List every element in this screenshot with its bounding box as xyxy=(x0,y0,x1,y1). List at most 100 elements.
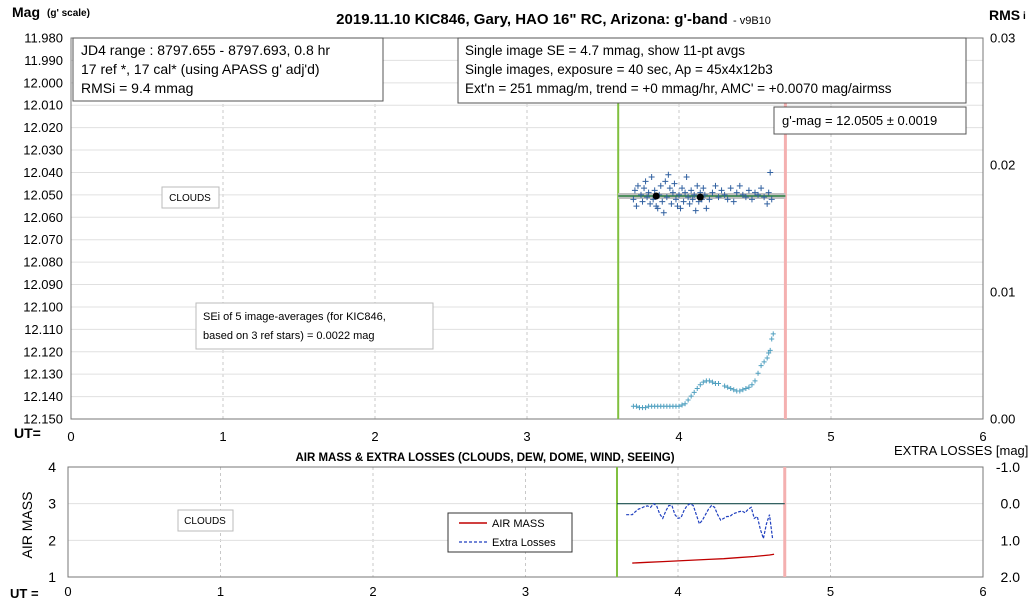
info-box-2-line-1: Single image SE = 4.7 mmag, show 11-pt a… xyxy=(465,43,745,58)
rms-point xyxy=(761,359,767,365)
y-tick-label: 12.080 xyxy=(23,255,63,270)
x-tick-label: 5 xyxy=(827,429,834,444)
gmag-box xyxy=(773,106,967,135)
rms-point xyxy=(691,389,697,395)
individual-point xyxy=(739,191,746,198)
rms-point xyxy=(758,363,764,369)
individual-point xyxy=(651,187,658,194)
clouds-label-top: CLOUDS xyxy=(169,193,211,204)
y-tick-label: 12.030 xyxy=(23,143,63,158)
individual-point xyxy=(638,191,644,198)
top-plot-data xyxy=(617,38,787,419)
y-tick-label: 12.090 xyxy=(23,277,63,292)
individual-point xyxy=(694,182,701,189)
y2-tick-label: 0.00 xyxy=(990,412,1015,427)
extra-losses-line xyxy=(626,502,774,541)
x-axis-label-top: UT= xyxy=(14,425,41,441)
individual-point xyxy=(639,198,646,205)
bottom-y-tick-label: 1 xyxy=(48,569,56,585)
individual-point xyxy=(644,194,651,201)
info-box-1-line-2: 17 ref *, 17 cal* (using APASS g' adj'd) xyxy=(81,61,320,77)
x-tick-label: 4 xyxy=(675,429,682,444)
individual-point xyxy=(682,189,689,196)
y-tick-label: 12.020 xyxy=(23,120,63,135)
rms-point xyxy=(770,331,776,337)
x-tick-label: 0 xyxy=(67,429,74,444)
individual-point xyxy=(642,178,649,185)
bottom-y-label: AIR MASS xyxy=(19,492,35,559)
individual-point xyxy=(631,187,638,194)
individual-point xyxy=(659,198,666,205)
rms-point xyxy=(766,350,772,356)
bottom-y2-tick-label: 0.0 xyxy=(1001,496,1021,512)
individual-point xyxy=(688,187,695,194)
individual-point xyxy=(736,182,743,189)
x-axis-label-bottom: UT = xyxy=(10,586,39,601)
rms-point xyxy=(743,386,749,392)
rms-point xyxy=(740,387,746,393)
individual-point xyxy=(662,178,669,185)
bottom-y2-tick-label: 1.0 xyxy=(1001,532,1021,548)
individual-point xyxy=(666,185,673,192)
individual-point xyxy=(764,200,771,207)
individual-point xyxy=(703,205,710,212)
rms-point xyxy=(685,397,691,403)
individual-point xyxy=(665,171,672,178)
clouds-label-bottom: CLOUDS xyxy=(184,516,226,527)
info-box-2 xyxy=(457,37,967,104)
sei-line-2: based on 3 ref stars) = 0.0022 mag xyxy=(203,330,375,342)
rms-point xyxy=(697,382,703,388)
rms-point xyxy=(755,370,761,376)
legend-label-extra-losses: Extra Losses xyxy=(492,537,556,549)
individual-point xyxy=(654,205,661,212)
individual-point xyxy=(768,196,775,203)
chart-title: 2019.11.10 KIC846, Gary, HAO 16" RC, Ari… xyxy=(336,11,728,28)
info-box-2-line-3: Ext'n = 251 mmag/m, trend = +0 mmag/hr, … xyxy=(465,81,892,96)
individual-point xyxy=(686,200,693,207)
rms-point xyxy=(737,388,743,394)
individual-point xyxy=(712,182,719,189)
y-tick-label: 12.000 xyxy=(23,75,63,90)
y-tick-label: 12.070 xyxy=(23,232,63,247)
individual-point xyxy=(727,185,734,192)
individual-point xyxy=(745,187,752,194)
individual-point xyxy=(706,196,713,203)
individual-point xyxy=(645,189,652,196)
bottom-plot-frame xyxy=(67,466,984,578)
sei-box xyxy=(195,302,434,350)
bottom-x-tick-label: 3 xyxy=(522,584,529,599)
y-tick-label: 12.110 xyxy=(24,322,63,337)
y-tick-label: 12.100 xyxy=(23,299,63,314)
individual-point xyxy=(761,194,768,201)
individual-point xyxy=(748,196,755,203)
rms-point xyxy=(716,380,722,386)
individual-point xyxy=(668,200,675,207)
legend-label-air-mass: AIR MASS xyxy=(492,518,545,530)
individual-point xyxy=(724,196,731,203)
individual-point xyxy=(672,196,679,203)
individual-point xyxy=(742,194,749,201)
individual-point xyxy=(641,185,648,192)
rms-point xyxy=(728,386,734,392)
y2-tick-label: 0.01 xyxy=(990,285,1015,300)
individual-point xyxy=(700,185,707,192)
rms-point xyxy=(682,401,688,407)
individual-point xyxy=(709,189,716,196)
rms-point xyxy=(694,386,700,392)
rms-point xyxy=(725,384,731,390)
average-point xyxy=(652,192,660,200)
individual-point xyxy=(648,173,655,180)
bottom-x-tick-label: 0 xyxy=(64,584,71,599)
x-tick-label: 2 xyxy=(371,429,378,444)
individual-point xyxy=(647,200,654,207)
individual-point xyxy=(671,180,678,187)
rms-point xyxy=(676,403,682,409)
rms-point xyxy=(643,405,649,411)
rms-point xyxy=(749,382,755,388)
rms-point xyxy=(767,347,773,353)
y-axis-label-sub: (g' scale) xyxy=(47,8,90,19)
y2-tick-label: 0.02 xyxy=(990,158,1015,173)
y-tick-label: 12.130 xyxy=(23,367,63,382)
individual-point xyxy=(689,196,696,203)
